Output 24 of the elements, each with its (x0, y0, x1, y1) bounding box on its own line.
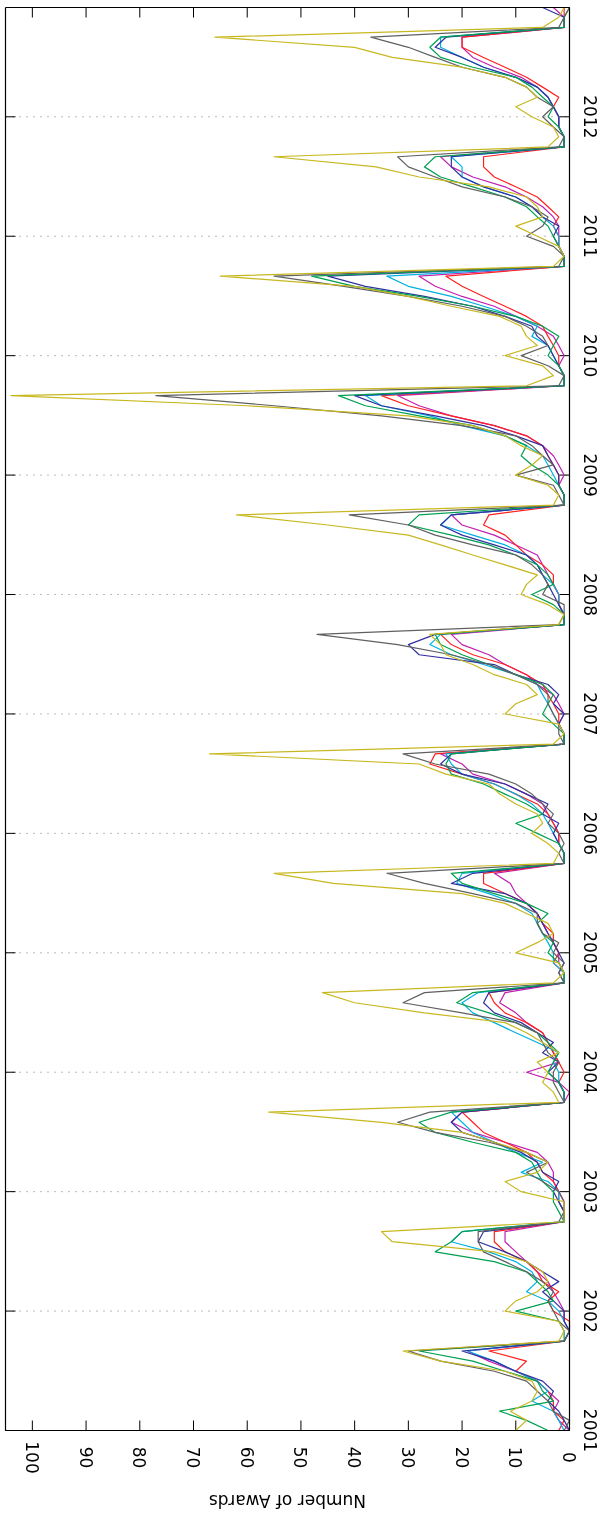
y-tick-label: 2006 (580, 811, 600, 855)
x-tick-label: 50 (290, 1446, 311, 1469)
y-tick-label: 2002 (580, 1289, 600, 1333)
x-tick-label: 10 (505, 1446, 526, 1469)
x-tick-label: 40 (344, 1446, 365, 1469)
x-tick-label: 100 (21, 1441, 42, 1474)
x-tick-label: 80 (129, 1446, 150, 1469)
y-tick-label: 2010 (580, 334, 600, 378)
x-tick-label: 30 (397, 1446, 418, 1469)
y-tick-label: 2004 (580, 1050, 600, 1094)
x-tick-label: 70 (183, 1446, 203, 1469)
x-tick-label: 60 (236, 1446, 257, 1469)
y-tick-label: 2005 (580, 931, 600, 975)
y-tick-label: 2012 (580, 95, 600, 139)
y-tick-label: 2001 (580, 1408, 600, 1453)
y-tick-label: 2007 (580, 692, 600, 736)
x-axis-title: Number of Awards (208, 1490, 367, 1511)
x-tick-label: 0 (559, 1452, 579, 1463)
x-tick-label: 20 (451, 1446, 472, 1469)
y-tick-label: 2008 (580, 572, 600, 617)
y-tick-label: 2011 (580, 214, 600, 258)
y-tick-label: 2003 (580, 1170, 600, 1214)
x-tick-label: 90 (75, 1446, 96, 1469)
y-tick-label: 2009 (580, 453, 600, 497)
